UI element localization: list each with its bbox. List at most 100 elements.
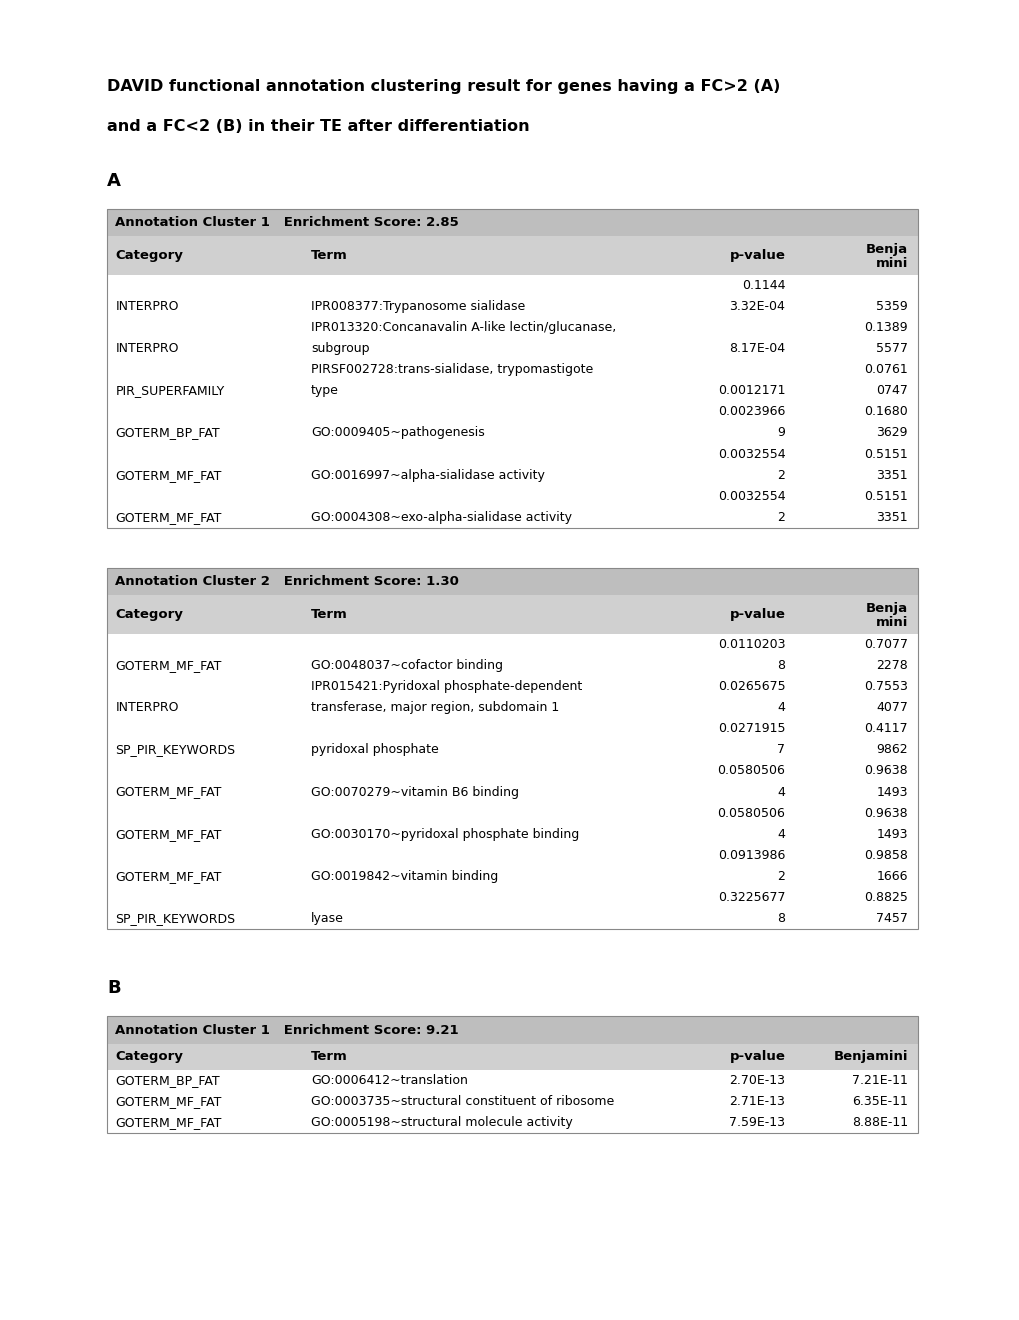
Text: 0.3225677: 0.3225677	[717, 891, 785, 904]
Text: mini: mini	[874, 257, 907, 271]
Text: B: B	[107, 979, 120, 998]
Text: GOTERM_MF_FAT: GOTERM_MF_FAT	[115, 785, 221, 799]
Text: Term: Term	[311, 1051, 347, 1064]
Text: INTERPRO: INTERPRO	[115, 701, 178, 714]
Text: 0.0761: 0.0761	[863, 363, 907, 376]
Text: GO:0070279~vitamin B6 binding: GO:0070279~vitamin B6 binding	[311, 785, 519, 799]
Text: IPR013320:Concanavalin A-like lectin/glucanase,: IPR013320:Concanavalin A-like lectin/glu…	[311, 321, 615, 334]
Text: 0.1389: 0.1389	[863, 321, 907, 334]
Text: 0.1144: 0.1144	[741, 279, 785, 292]
Text: GO:0004308~exo-alpha-sialidase activity: GO:0004308~exo-alpha-sialidase activity	[311, 511, 572, 524]
Text: GO:0019842~vitamin binding: GO:0019842~vitamin binding	[311, 870, 498, 883]
Text: A: A	[107, 172, 121, 190]
Text: 0.5151: 0.5151	[863, 490, 907, 503]
Text: DAVID functional annotation clustering result for genes having a FC>2 (A): DAVID functional annotation clustering r…	[107, 79, 780, 94]
Text: and a FC<2 (B) in their TE after differentiation: and a FC<2 (B) in their TE after differe…	[107, 119, 529, 133]
Text: 8: 8	[776, 659, 785, 672]
Text: p-value: p-value	[729, 609, 785, 620]
Bar	[107, 236, 917, 275]
Text: Category: Category	[115, 249, 183, 261]
Text: GOTERM_MF_FAT: GOTERM_MF_FAT	[115, 870, 221, 883]
Text: GO:0009405~pathogenesis: GO:0009405~pathogenesis	[311, 426, 484, 440]
Text: Category: Category	[115, 609, 183, 620]
Text: 3629: 3629	[875, 426, 907, 440]
Text: GOTERM_MF_FAT: GOTERM_MF_FAT	[115, 511, 221, 524]
Text: p-value: p-value	[729, 1051, 785, 1064]
Text: PIRSF002728:trans-sialidase, trypomastigote: PIRSF002728:trans-sialidase, trypomastig…	[311, 363, 593, 376]
Text: 0.9858: 0.9858	[863, 849, 907, 862]
Text: GOTERM_BP_FAT: GOTERM_BP_FAT	[115, 426, 220, 440]
Bar	[107, 209, 917, 528]
Text: 0.9638: 0.9638	[863, 807, 907, 820]
Text: 8.88E-11: 8.88E-11	[851, 1117, 907, 1129]
Text: 3.32E-04: 3.32E-04	[729, 300, 785, 313]
Text: IPR015421:Pyridoxal phosphate-dependent: IPR015421:Pyridoxal phosphate-dependent	[311, 680, 582, 693]
Text: 7.21E-11: 7.21E-11	[851, 1074, 907, 1086]
Text: 2: 2	[776, 469, 785, 482]
Text: 0.0032554: 0.0032554	[717, 447, 785, 461]
Text: Benja: Benja	[865, 602, 907, 615]
Text: INTERPRO: INTERPRO	[115, 342, 178, 355]
Text: SP_PIR_KEYWORDS: SP_PIR_KEYWORDS	[115, 743, 235, 756]
Text: Term: Term	[311, 609, 347, 620]
Text: 0.4117: 0.4117	[863, 722, 907, 735]
Bar	[107, 1016, 917, 1134]
Text: 0.1680: 0.1680	[863, 405, 907, 418]
Text: GOTERM_MF_FAT: GOTERM_MF_FAT	[115, 469, 221, 482]
Text: 4: 4	[776, 828, 785, 841]
Text: 0.9638: 0.9638	[863, 764, 907, 777]
Text: 0.7077: 0.7077	[863, 638, 907, 651]
Text: 9862: 9862	[875, 743, 907, 756]
Text: mini: mini	[874, 616, 907, 630]
Bar	[107, 595, 917, 634]
Text: GOTERM_BP_FAT: GOTERM_BP_FAT	[115, 1074, 220, 1086]
Text: pyridoxal phosphate: pyridoxal phosphate	[311, 743, 438, 756]
Bar	[107, 209, 917, 236]
Text: 4: 4	[776, 701, 785, 714]
Text: GO:0006412~translation: GO:0006412~translation	[311, 1074, 468, 1086]
Text: 0.0265675: 0.0265675	[717, 680, 785, 693]
Text: GOTERM_MF_FAT: GOTERM_MF_FAT	[115, 1117, 221, 1129]
Text: GO:0005198~structural molecule activity: GO:0005198~structural molecule activity	[311, 1117, 573, 1129]
Text: Term: Term	[311, 249, 347, 261]
Text: INTERPRO: INTERPRO	[115, 300, 178, 313]
Text: 3351: 3351	[875, 511, 907, 524]
Text: 0.7553: 0.7553	[863, 680, 907, 693]
Text: 6.35E-11: 6.35E-11	[851, 1096, 907, 1107]
Text: 2.70E-13: 2.70E-13	[729, 1074, 785, 1086]
Text: 0747: 0747	[875, 384, 907, 397]
Bar	[107, 1016, 917, 1044]
Text: 0.0913986: 0.0913986	[717, 849, 785, 862]
Bar	[107, 1044, 917, 1071]
Text: 2: 2	[776, 870, 785, 883]
Text: Annotation Cluster 2   Enrichment Score: 1.30: Annotation Cluster 2 Enrichment Score: 1…	[115, 576, 459, 587]
Text: GO:0003735~structural constituent of ribosome: GO:0003735~structural constituent of rib…	[311, 1096, 613, 1107]
Text: 0.0271915: 0.0271915	[717, 722, 785, 735]
Text: 0.5151: 0.5151	[863, 447, 907, 461]
Text: lyase: lyase	[311, 912, 343, 925]
Text: 0.0110203: 0.0110203	[717, 638, 785, 651]
Text: 3351: 3351	[875, 469, 907, 482]
Text: Benjamini: Benjamini	[833, 1051, 907, 1064]
Text: subgroup: subgroup	[311, 342, 369, 355]
Text: Annotation Cluster 1   Enrichment Score: 9.21: Annotation Cluster 1 Enrichment Score: 9…	[115, 1024, 459, 1036]
Text: 8.17E-04: 8.17E-04	[729, 342, 785, 355]
Text: GOTERM_MF_FAT: GOTERM_MF_FAT	[115, 828, 221, 841]
Text: IPR008377:Trypanosome sialidase: IPR008377:Trypanosome sialidase	[311, 300, 525, 313]
Text: 7.59E-13: 7.59E-13	[729, 1117, 785, 1129]
Text: transferase, major region, subdomain 1: transferase, major region, subdomain 1	[311, 701, 558, 714]
Text: 0.0580506: 0.0580506	[716, 764, 785, 777]
Text: 0.0032554: 0.0032554	[717, 490, 785, 503]
Text: GOTERM_MF_FAT: GOTERM_MF_FAT	[115, 659, 221, 672]
Text: type: type	[311, 384, 338, 397]
Text: 4: 4	[776, 785, 785, 799]
Text: Benja: Benja	[865, 243, 907, 256]
Text: 2: 2	[776, 511, 785, 524]
Text: 0.0012171: 0.0012171	[717, 384, 785, 397]
Text: 8: 8	[776, 912, 785, 925]
Text: 0.0580506: 0.0580506	[716, 807, 785, 820]
Text: 5577: 5577	[875, 342, 907, 355]
Text: GO:0016997~alpha-sialidase activity: GO:0016997~alpha-sialidase activity	[311, 469, 544, 482]
Text: 9: 9	[776, 426, 785, 440]
Text: GO:0030170~pyridoxal phosphate binding: GO:0030170~pyridoxal phosphate binding	[311, 828, 579, 841]
